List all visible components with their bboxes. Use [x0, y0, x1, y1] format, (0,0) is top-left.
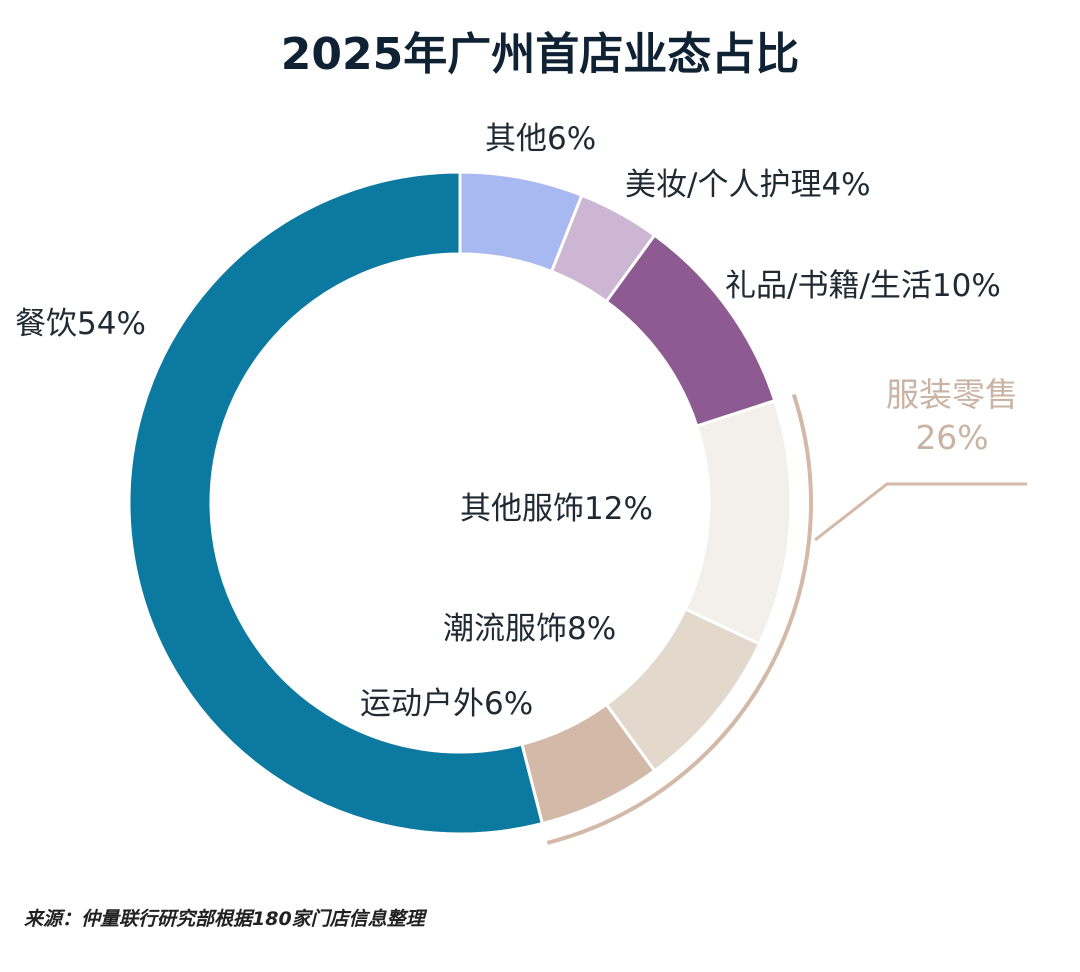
label-trend-apparel: 潮流服饰8%: [443, 611, 617, 647]
chart-title: 2025年广州首店业态占比: [280, 29, 800, 80]
label-sports: 运动户外6%: [360, 686, 534, 722]
group-leader-line: [814, 482, 1027, 542]
label-food: 餐饮54%: [15, 306, 146, 342]
group-bracket-arc: [546, 393, 813, 845]
label-beauty: 美妆/个人护理4%: [625, 167, 871, 203]
group-value: 26%: [915, 417, 989, 457]
label-other: 其他6%: [485, 121, 597, 157]
group-label: 服装零售 26%: [852, 374, 1052, 460]
slice-6: [127, 170, 545, 836]
label-gifts: 礼品/书籍/生活10%: [725, 268, 1001, 304]
label-other-apparel: 其他服饰12%: [460, 491, 653, 527]
group-name: 服装零售: [886, 375, 1018, 414]
slice-3: [683, 398, 793, 646]
source-note: 来源：仲量联行研究部根据180家门店信息整理: [24, 908, 425, 930]
